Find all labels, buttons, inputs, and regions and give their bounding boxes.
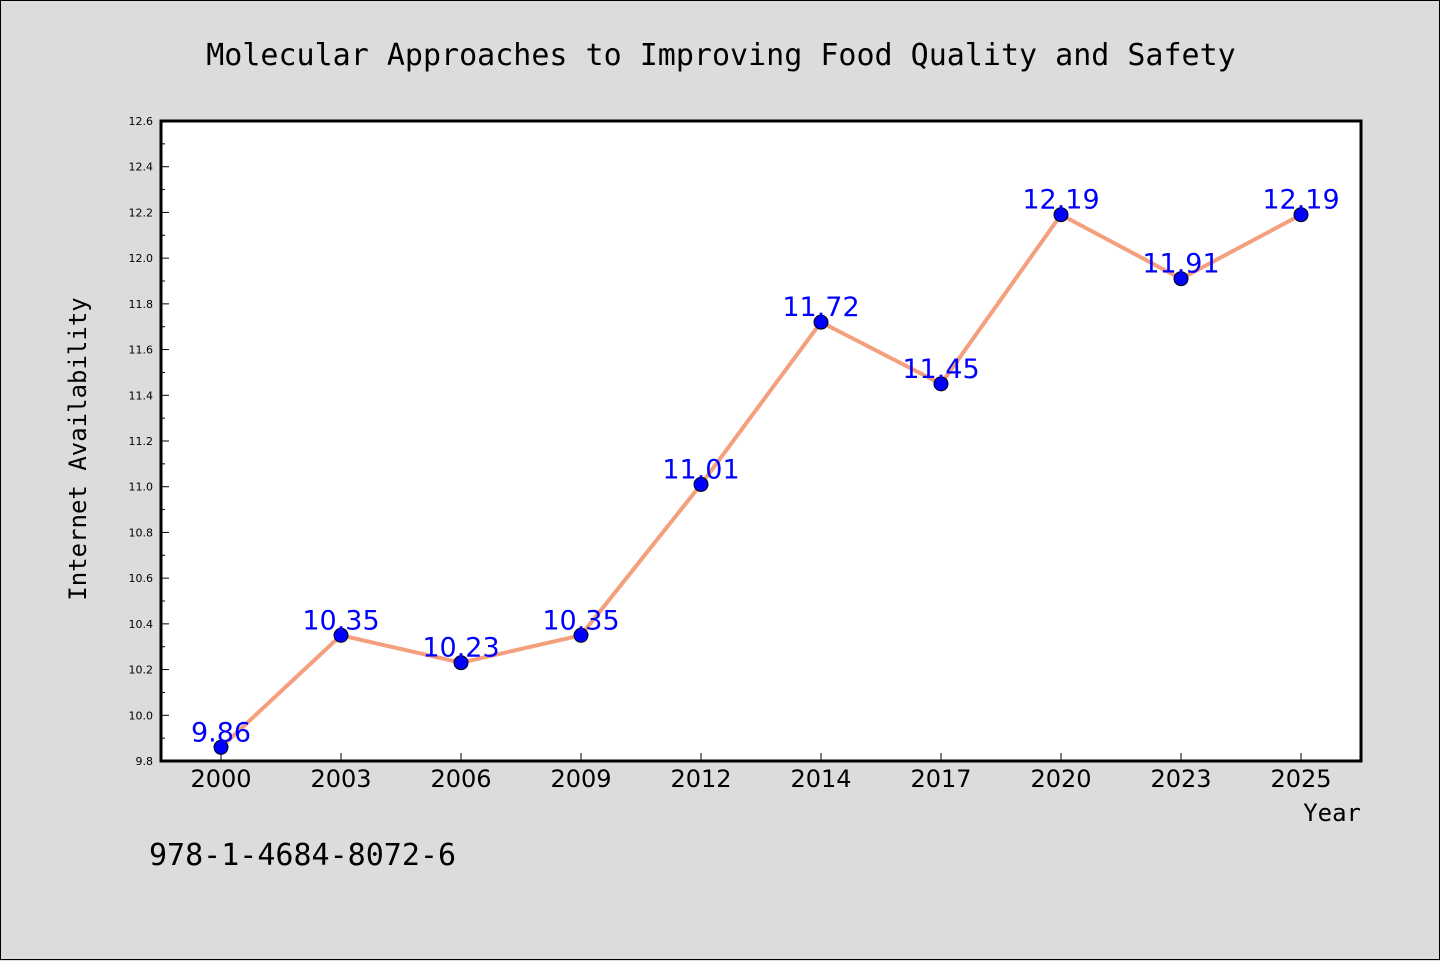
data-point <box>813 314 829 330</box>
y-tick-label: 11.4 <box>129 389 154 402</box>
x-tick-label: 2023 <box>1150 765 1211 793</box>
x-tick-label: 2003 <box>310 765 371 793</box>
plot-area <box>161 121 1361 761</box>
x-axis-label: Year <box>1303 799 1361 827</box>
y-tick-label: 9.8 <box>136 755 154 768</box>
data-point <box>333 627 349 643</box>
x-tick-label: 2017 <box>910 765 971 793</box>
x-tick-label: 2014 <box>790 765 851 793</box>
y-tick-label: 10.2 <box>129 664 154 677</box>
x-tick-label: 2020 <box>1030 765 1091 793</box>
y-tick-label: 10.8 <box>129 526 154 539</box>
series-line <box>219 212 1302 749</box>
data-label: 11.45 <box>902 354 979 385</box>
y-tick-label: 10.6 <box>129 572 154 585</box>
data-label: 10.23 <box>422 633 499 664</box>
x-tick-label: 2009 <box>550 765 611 793</box>
x-tick-label: 2000 <box>190 765 251 793</box>
data-point <box>693 476 709 492</box>
data-markers <box>213 207 1309 755</box>
x-axis: 2000 2003 2006 2009 2012 2014 2017 2020 2023 2025 <box>190 753 1332 793</box>
data-point <box>573 627 589 643</box>
data-label: 10.35 <box>542 605 619 636</box>
plot-border <box>159 119 1363 763</box>
y-axis: 9.8 10.0 10.2 10.4 10.6 10.8 11.0 11.2 11.4 11.6 1… <box>129 115 169 768</box>
data-label: 11.91 <box>1142 249 1219 280</box>
data-point <box>1053 207 1069 223</box>
isbn-text: 978-1-4684-8072-6 <box>149 838 456 873</box>
data-labels: 9.86 10.35 10.23 10.35 11.01 11.72 11.45 12.19 1… <box>191 185 1340 749</box>
x-tick-label: 2025 <box>1270 765 1331 793</box>
chart-title: Molecular Approaches to Improving Food Q… <box>206 38 1236 73</box>
y-tick-label: 10.0 <box>129 709 154 722</box>
y-tick-label: 11.2 <box>129 435 154 448</box>
y-tick-label: 12.0 <box>129 252 154 265</box>
data-label: 12.19 <box>1262 185 1339 216</box>
data-label: 11.01 <box>662 454 739 485</box>
data-point <box>213 739 229 755</box>
y-tick-label: 11.6 <box>129 344 154 357</box>
data-label: 9.86 <box>191 717 251 748</box>
y-tick-label: 11.0 <box>129 481 154 494</box>
x-tick-label: 2006 <box>430 765 491 793</box>
y-tick-label: 12.2 <box>129 206 154 219</box>
data-point <box>1173 271 1189 287</box>
y-tick-label: 12.4 <box>129 161 154 174</box>
y-tick-label: 12.6 <box>129 115 154 128</box>
x-tick-label: 2012 <box>670 765 731 793</box>
data-point <box>453 655 469 671</box>
data-label: 11.72 <box>782 292 859 323</box>
data-label: 12.19 <box>1022 185 1099 216</box>
data-point <box>933 376 949 392</box>
y-axis-label: Internet Availability <box>64 297 92 600</box>
data-label: 10.35 <box>302 605 379 636</box>
data-point <box>1293 207 1309 223</box>
y-tick-label: 11.8 <box>129 298 154 311</box>
y-tick-label: 10.4 <box>129 618 154 631</box>
